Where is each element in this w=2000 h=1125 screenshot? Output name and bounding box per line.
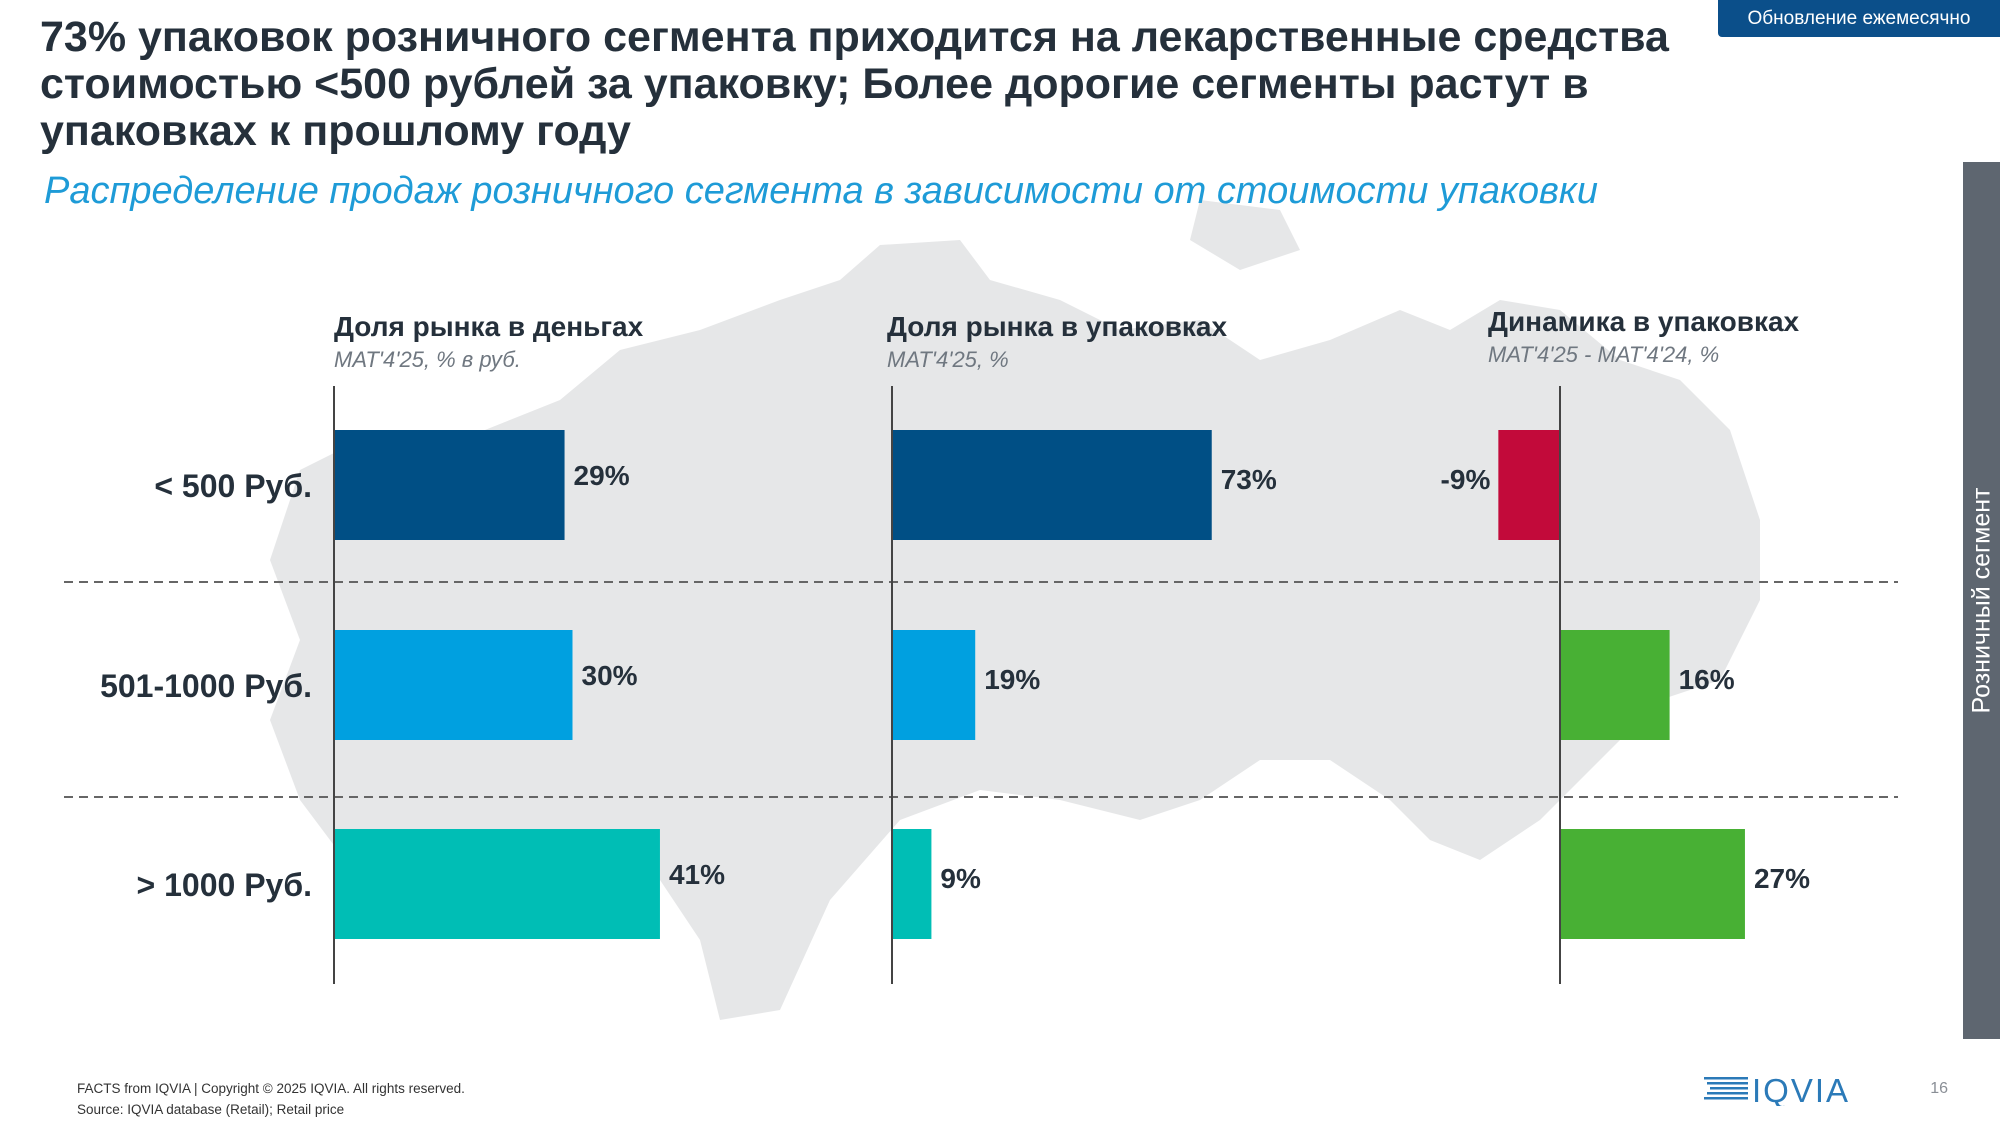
side-tab-label: Розничный сегмент [1967,487,1996,714]
data-label: -9% [1441,464,1491,495]
panel-header-growth: Динамика в упаковках MAT'4'25 - MAT'4'24… [1488,306,1799,368]
bar [334,829,660,939]
panel-header-packs: Доля рынка в упаковках MAT'4'25, % [887,311,1227,373]
page-subtitle: Распределение продаж розничного сегмента… [44,170,1598,212]
bar [1560,829,1745,939]
bar [892,829,932,939]
data-label: 19% [984,664,1040,695]
panel-header-money: Доля рынка в деньгах MAT'4'25, % в руб. [334,311,643,373]
side-tab: Розничный сегмент [1963,162,2000,1039]
panel-subheading: MAT'4'25 - MAT'4'24, % [1488,342,1720,367]
monthly-update-badge: Обновление ежемесячно [1718,0,2000,37]
data-label: 29% [574,460,630,491]
category-label: 501-1000 Руб. [100,668,312,704]
data-label: 27% [1754,863,1810,894]
panel-heading: Доля рынка в деньгах [334,311,644,342]
footer: FACTS from IQVIA | Copyright © 2025 IQVI… [77,1078,465,1120]
data-label: 16% [1679,664,1735,695]
data-label: 30% [582,660,638,691]
data-label: 73% [1221,464,1277,495]
panel-heading: Динамика в упаковках [1488,306,1800,337]
panel-subheading: MAT'4'25, % [887,347,1009,372]
page-title: 73% упаковок розничного сегмента приходи… [40,13,1669,155]
panel-heading: Доля рынка в упаковках [887,311,1228,342]
bar [1560,630,1670,740]
page-number: 16 [1930,1080,1948,1097]
bar [892,430,1212,540]
data-label: 41% [669,859,725,890]
svg-text:IQVIA: IQVIA [1752,1072,1850,1106]
bar [334,430,565,540]
bar [334,630,573,740]
iqvia-logo: IQVIA [1704,1072,1850,1106]
category-label: < 500 Руб. [154,468,312,504]
bar [892,630,976,740]
data-label: 9% [940,863,981,894]
footer-source: Source: IQVIA database (Retail); Retail … [77,1102,345,1117]
category-label: > 1000 Руб. [137,867,312,903]
footer-copyright: FACTS from IQVIA | Copyright © 2025 IQVI… [77,1081,465,1096]
bar [1498,430,1560,540]
panel-subheading: MAT'4'25, % в руб. [334,347,521,372]
